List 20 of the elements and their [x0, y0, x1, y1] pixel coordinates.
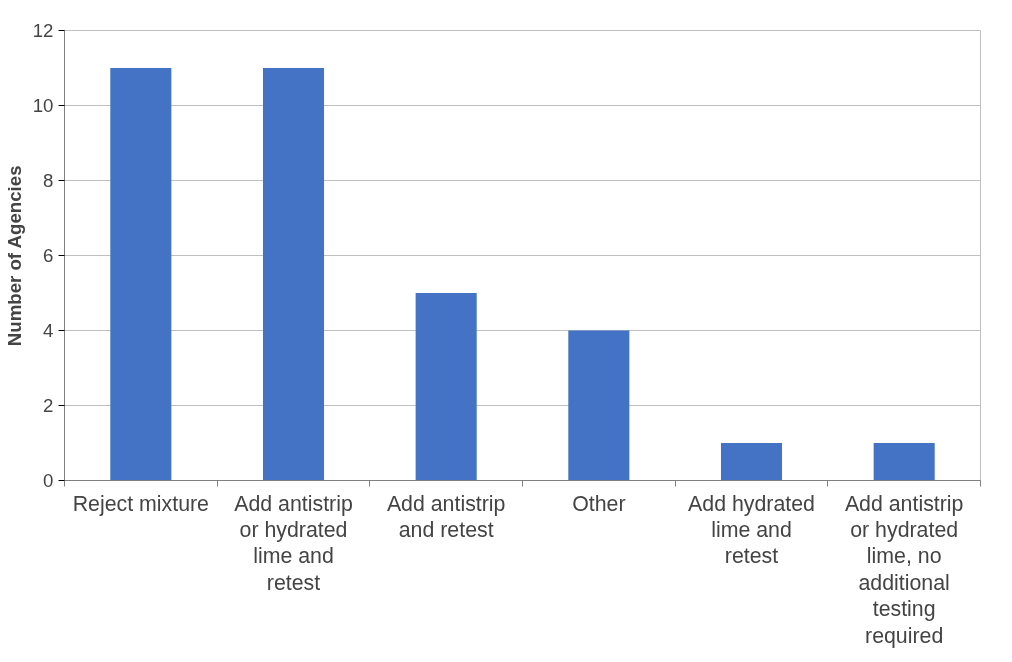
y-tick-label: 4: [43, 320, 54, 341]
y-tick-label: 0: [43, 470, 54, 491]
x-tick-label: Add antistrip or hydrated lime and retest: [234, 491, 353, 595]
y-axis-title: Number of Agencies: [3, 165, 25, 347]
bar: [568, 330, 630, 481]
y-tick-label: 12: [32, 20, 54, 41]
bar: [262, 68, 325, 481]
x-tick-label: Add antistrip or hydrated lime, no additional testing required: [844, 491, 964, 648]
bar: [415, 293, 477, 481]
x-tick-label: Add hydrated lime and retest: [688, 491, 815, 569]
y-tick-label: 2: [43, 395, 54, 416]
x-tick-label: Add antistrip and retest: [386, 491, 506, 542]
x-tick-label: Reject mixture: [72, 491, 209, 516]
y-tick-label: 8: [43, 170, 54, 191]
bar: [720, 443, 783, 481]
y-tick-label: 10: [32, 95, 54, 116]
y-tick-label: 6: [43, 245, 54, 266]
x-tick-label: Other: [572, 491, 626, 516]
bar: [110, 68, 172, 481]
bar: [873, 443, 935, 481]
